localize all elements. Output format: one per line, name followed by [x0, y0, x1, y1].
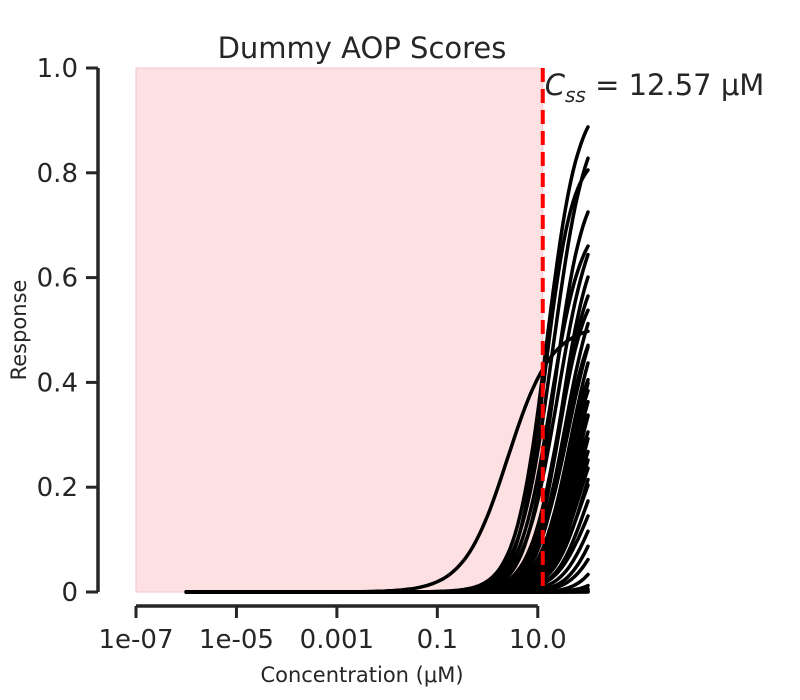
y-tick-label: 0.4	[37, 368, 78, 398]
shaded-region	[135, 67, 544, 593]
y-tick-label: 1.0	[37, 54, 78, 84]
y-axis-label: Response	[7, 280, 31, 381]
y-ticks: 0 0.2 0.4 0.6 0.8 1.0	[37, 54, 98, 608]
x-axis-label: Concentration (μM)	[260, 663, 463, 687]
y-tick-label: 0.6	[37, 264, 78, 294]
x-tick-label: 10.0	[509, 625, 567, 655]
css-annotation: Css = 12.57 μM	[545, 68, 765, 107]
y-tick-label: 0.2	[37, 473, 78, 503]
y-tick-label: 0	[61, 578, 78, 608]
x-tick-label: 0.001	[300, 625, 374, 655]
y-tick-label: 0.8	[37, 159, 78, 189]
chart-title: Dummy AOP Scores	[218, 31, 507, 65]
css-symbol: C	[545, 68, 566, 102]
css-subscript: ss	[565, 83, 586, 107]
css-value: = 12.57 μM	[586, 68, 764, 102]
x-tick-label: 1e-05	[199, 625, 274, 655]
response-curves	[184, 125, 590, 594]
x-tick-label: 0.1	[417, 625, 458, 655]
x-ticks: 1e-07 1e-05 0.001 0.1 10.0	[98, 606, 567, 655]
x-tick-label: 1e-07	[98, 625, 173, 655]
